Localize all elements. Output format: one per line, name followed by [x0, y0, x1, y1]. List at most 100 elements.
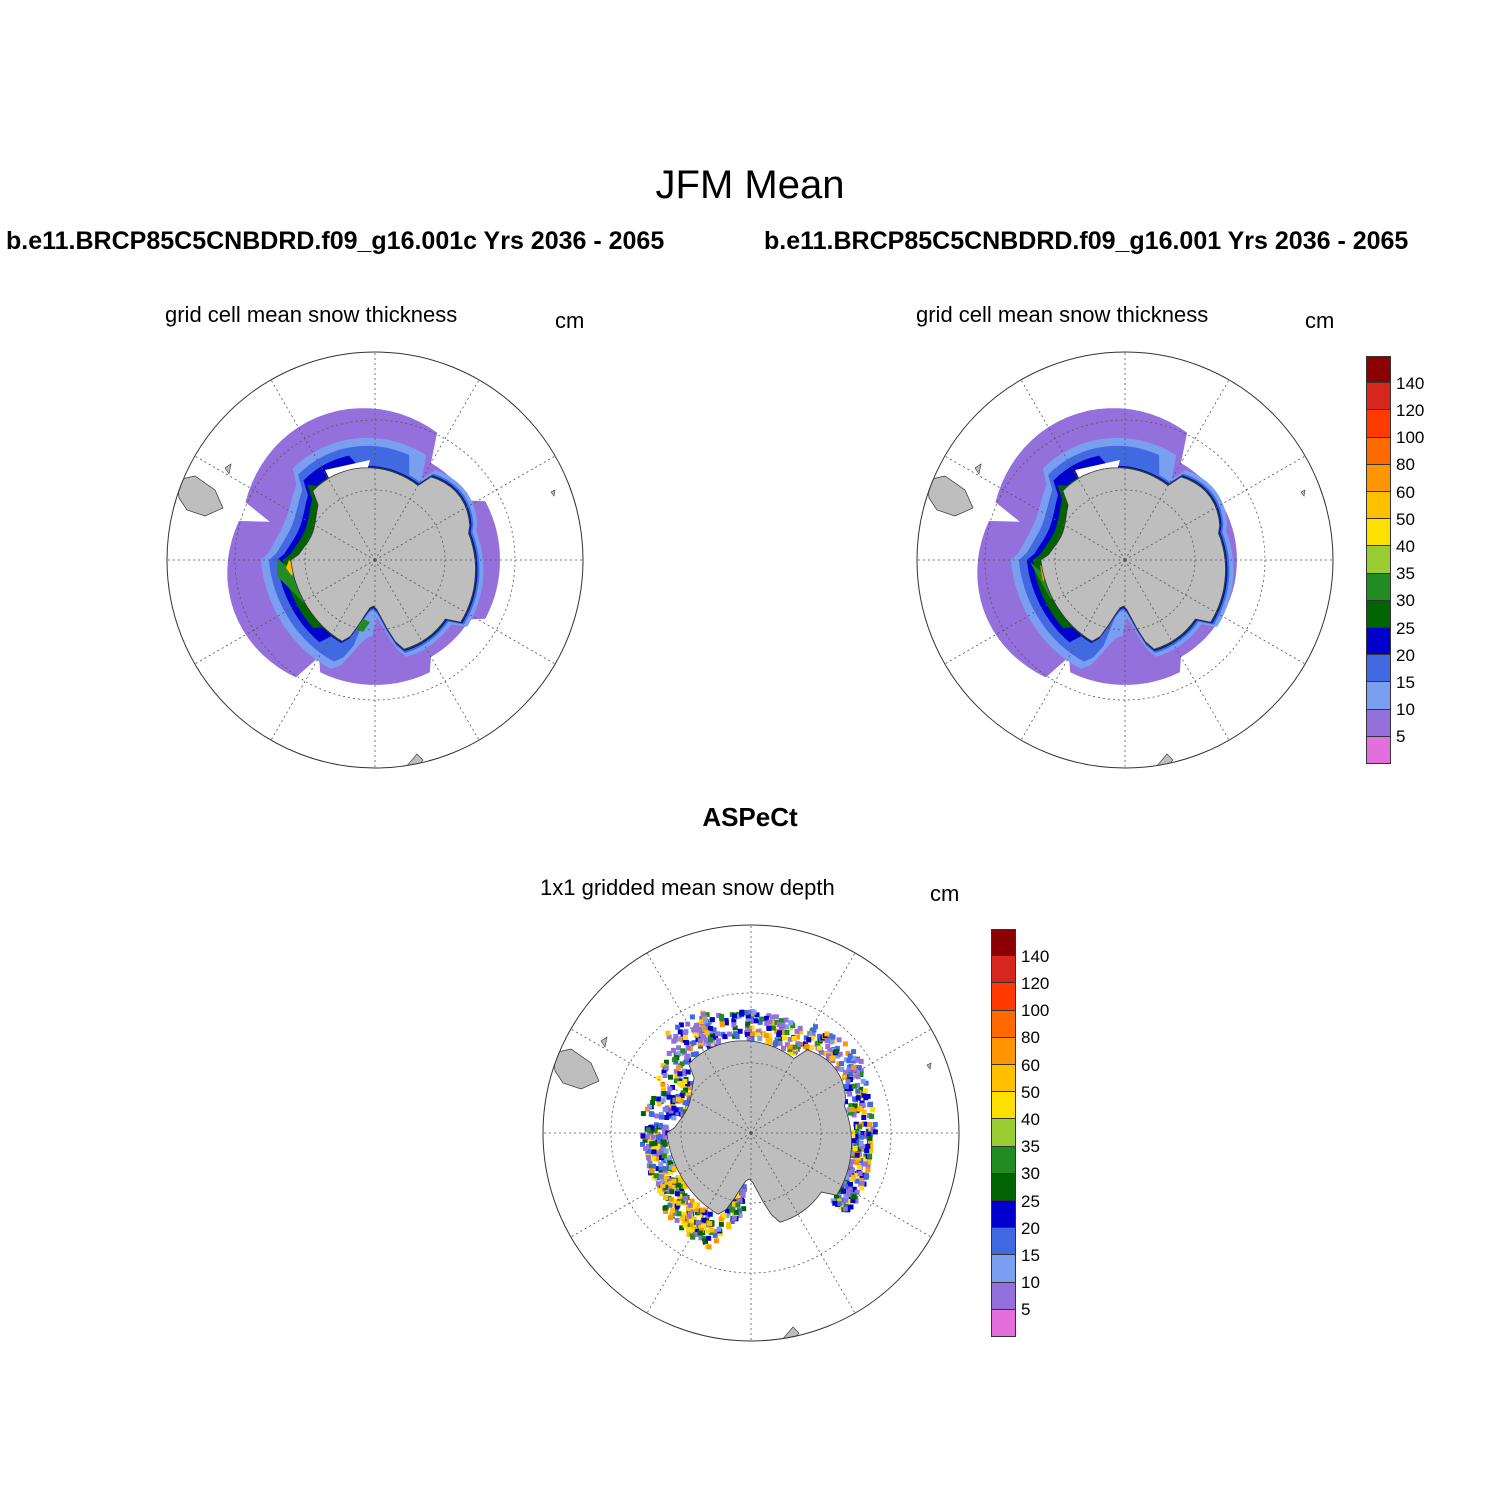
snow-observation-cell — [678, 1177, 684, 1183]
snow-observation-cell — [872, 1122, 878, 1127]
colorbar-tick-label: 80 — [1021, 1028, 1040, 1048]
snow-observation-cell — [679, 1037, 685, 1043]
colorbar-swatch — [1366, 383, 1391, 411]
snow-observation-cell — [848, 1163, 854, 1169]
snow-observation-cell — [868, 1101, 874, 1107]
snow-observation-cell — [787, 1036, 793, 1042]
snow-observation-cell — [652, 1140, 658, 1146]
snow-observation-cell — [741, 1184, 747, 1190]
snow-observation-cell — [671, 1105, 677, 1111]
snow-observation-cell — [662, 1129, 667, 1135]
colorbar-tick-label: 100 — [1396, 428, 1425, 448]
snow-observation-cell — [682, 1030, 688, 1035]
snow-observation-cell — [655, 1166, 661, 1172]
snow-observation-cell — [838, 1204, 844, 1210]
snow-observation-cell — [859, 1180, 865, 1186]
snow-observation-cell — [655, 1143, 661, 1149]
snow-observation-cell — [680, 1048, 686, 1054]
snow-observation-cell — [656, 1096, 662, 1102]
snow-observation-cell — [848, 1151, 854, 1156]
snow-observation-cell — [791, 1035, 797, 1041]
snow-observation-cell — [666, 1051, 672, 1056]
snow-observation-cell — [701, 1015, 707, 1021]
colorbar-tick-label: 5 — [1021, 1300, 1031, 1320]
snow-observation-cell — [870, 1126, 876, 1132]
snow-observation-cell — [846, 1170, 852, 1176]
snow-observation-cell — [731, 1018, 737, 1024]
snow-observation-cell — [767, 1019, 773, 1025]
snow-observation-cell — [712, 1232, 718, 1238]
snow-observation-cell — [839, 1184, 845, 1190]
snow-observation-cell — [672, 1211, 678, 1216]
snow-observation-cell — [836, 1201, 842, 1207]
snow-observation-cell — [645, 1152, 651, 1158]
snow-observation-cell — [707, 1221, 713, 1227]
snow-observation-cell — [678, 1106, 684, 1112]
snow-observation-cell — [698, 1235, 704, 1241]
snow-observation-cell — [719, 1022, 725, 1027]
snow-observation-cell — [666, 1155, 672, 1161]
snow-observation-cell — [649, 1168, 654, 1174]
left-polar-map — [165, 350, 585, 770]
colorbar-swatch — [991, 1146, 1016, 1174]
snow-observation-cell — [689, 1014, 695, 1020]
snow-observation-cell — [745, 1013, 751, 1019]
snow-observation-cell — [843, 1178, 849, 1184]
colorbar-tick-label: 15 — [1021, 1245, 1040, 1265]
colorbar-swatch — [991, 929, 1016, 957]
snow-observation-cell — [651, 1095, 657, 1101]
snow-observation-cell — [782, 1035, 787, 1041]
snow-observation-cell — [664, 1115, 670, 1120]
snow-observation-cell — [679, 1093, 685, 1099]
right-polar-map — [915, 350, 1335, 770]
snow-observation-cell — [863, 1095, 869, 1101]
snow-observation-cell — [673, 1033, 679, 1039]
snow-observation-cell — [642, 1137, 648, 1143]
snow-observation-cell — [774, 1028, 780, 1034]
right-run-title: b.e11.BRCP85C5CNBDRD.f09_g16.001 Yrs 203… — [764, 227, 1409, 255]
snow-observation-cell — [847, 1053, 853, 1059]
snow-observation-cell — [673, 1110, 679, 1116]
snow-observation-cell — [705, 1021, 711, 1027]
snow-observation-cell — [857, 1171, 863, 1176]
colorbar-swatch — [991, 983, 1016, 1011]
snow-observation-cell — [773, 1040, 779, 1046]
falkland-islands — [974, 463, 982, 475]
snow-observation-cell — [846, 1191, 852, 1197]
snow-observation-cell — [780, 1022, 786, 1028]
snow-observation-cell — [703, 1018, 709, 1024]
snow-observation-cell — [658, 1123, 663, 1128]
snow-observation-cell — [727, 1031, 732, 1037]
snow-observation-cell — [858, 1058, 864, 1064]
snow-observation-cell — [660, 1179, 666, 1185]
snow-observation-cell — [818, 1049, 824, 1055]
snow-observation-cell — [666, 1094, 672, 1100]
colorbar-swatch — [1366, 546, 1391, 574]
snow-observation-cell — [704, 1012, 710, 1018]
colorbar-tick-label: 120 — [1396, 400, 1425, 420]
snow-observation-cell — [829, 1056, 835, 1061]
colorbar-frame — [991, 929, 1016, 1337]
snow-observation-cell — [674, 1204, 680, 1210]
snow-observation-cell — [690, 1228, 696, 1234]
snow-observation-cell — [783, 1024, 789, 1030]
colorbar-swatch — [1366, 356, 1391, 384]
snow-observation-cell — [816, 1045, 822, 1051]
snow-observation-cell — [737, 1198, 743, 1204]
bottom-colorbar: 140 120 100 80 60 50 40 35 30 25 20 15 10 5 — [991, 929, 1081, 1337]
snow-observation-cell — [695, 1220, 701, 1226]
snow-observation-cell — [679, 1061, 685, 1067]
snow-observation-cell — [739, 1009, 745, 1015]
snow-observation-cell — [846, 1107, 852, 1113]
snow-observation-cell — [676, 1065, 681, 1071]
snow-observation-cell — [858, 1134, 864, 1140]
snow-observation-cell — [848, 1064, 854, 1069]
snow-observation-cell — [735, 1193, 741, 1198]
snow-observation-cell — [692, 1231, 698, 1237]
snow-observation-cell — [848, 1110, 853, 1116]
snow-observation-cell — [686, 1232, 692, 1238]
snow-observation-cell — [837, 1051, 843, 1057]
snow-observation-cell — [654, 1113, 660, 1119]
snow-observation-cell — [701, 1033, 707, 1039]
snow-observation-cell — [781, 1045, 786, 1051]
